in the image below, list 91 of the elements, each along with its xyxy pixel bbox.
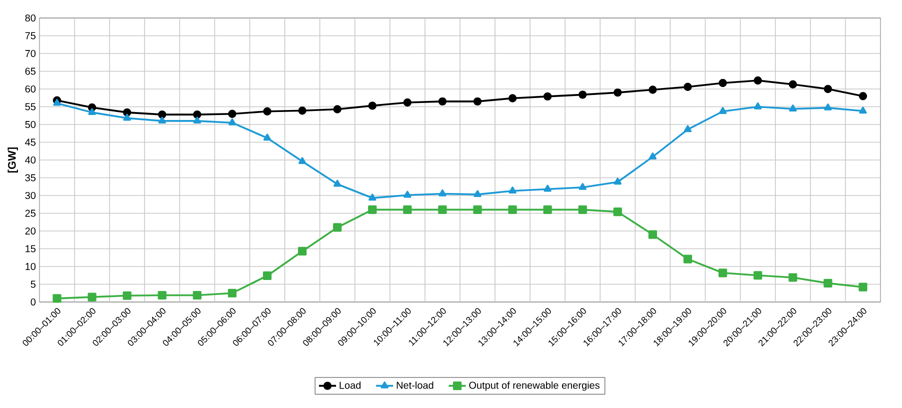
y-tick-label: 70 bbox=[25, 50, 36, 58]
point bbox=[403, 98, 412, 107]
point bbox=[438, 97, 447, 106]
point bbox=[508, 186, 516, 194]
point bbox=[192, 290, 202, 300]
point bbox=[88, 292, 96, 302]
point bbox=[474, 190, 482, 198]
point bbox=[578, 90, 587, 99]
point bbox=[228, 110, 236, 118]
point bbox=[824, 104, 832, 110]
point bbox=[754, 102, 762, 110]
point bbox=[614, 178, 622, 185]
point bbox=[333, 105, 342, 114]
point bbox=[333, 180, 342, 187]
point bbox=[754, 76, 762, 85]
point bbox=[858, 282, 868, 292]
point bbox=[333, 223, 342, 232]
point bbox=[614, 88, 622, 97]
point bbox=[859, 106, 867, 114]
point bbox=[368, 102, 376, 110]
y-axis-title: [GW] bbox=[8, 147, 18, 173]
point bbox=[263, 134, 272, 141]
point bbox=[158, 116, 166, 124]
point bbox=[613, 208, 622, 216]
point bbox=[404, 190, 412, 198]
legend-label: Output of renewable energies bbox=[469, 381, 600, 391]
point bbox=[858, 92, 868, 100]
y-tick-label: 40 bbox=[25, 156, 36, 164]
point bbox=[718, 78, 727, 88]
point bbox=[788, 80, 797, 88]
point bbox=[438, 205, 447, 214]
y-tick-label: 45 bbox=[25, 138, 36, 146]
point bbox=[298, 246, 307, 256]
point bbox=[684, 125, 692, 132]
point bbox=[158, 290, 166, 300]
y-tick-label: 20 bbox=[25, 227, 36, 235]
point bbox=[228, 118, 236, 126]
point bbox=[648, 152, 657, 160]
point bbox=[788, 273, 798, 282]
point bbox=[684, 82, 692, 91]
y-tick-label: 80 bbox=[25, 14, 36, 22]
point bbox=[228, 288, 237, 298]
point bbox=[824, 84, 832, 94]
point bbox=[648, 86, 657, 94]
point bbox=[544, 184, 552, 192]
point bbox=[298, 106, 306, 115]
point bbox=[789, 104, 797, 112]
point bbox=[122, 108, 132, 117]
point bbox=[263, 107, 272, 116]
point bbox=[683, 254, 692, 264]
point bbox=[648, 230, 658, 239]
point bbox=[508, 205, 517, 214]
y-tick-label: 10 bbox=[26, 262, 36, 270]
y-tick-label: 5 bbox=[30, 280, 36, 288]
point bbox=[543, 205, 552, 214]
point bbox=[193, 110, 202, 119]
y-tick-label: 75 bbox=[25, 32, 36, 40]
point bbox=[88, 108, 96, 116]
point bbox=[403, 205, 412, 214]
point bbox=[122, 291, 132, 300]
point bbox=[52, 294, 62, 303]
point bbox=[158, 110, 166, 119]
point bbox=[368, 205, 377, 214]
point bbox=[368, 194, 376, 201]
point bbox=[473, 97, 482, 106]
point bbox=[578, 205, 587, 214]
point bbox=[718, 268, 728, 278]
y-tick-label: 35 bbox=[25, 174, 36, 182]
point bbox=[508, 94, 517, 102]
y-tick-label: 50 bbox=[25, 120, 36, 128]
y-tick-label: 25 bbox=[25, 210, 36, 217]
point bbox=[193, 116, 202, 124]
point bbox=[438, 189, 446, 196]
point bbox=[473, 205, 482, 214]
point bbox=[824, 278, 832, 288]
y-tick-label: 30 bbox=[25, 192, 36, 200]
point bbox=[718, 107, 727, 114]
point bbox=[123, 114, 131, 121]
y-tick-label: 15 bbox=[26, 245, 36, 252]
point bbox=[298, 157, 306, 164]
point bbox=[262, 271, 272, 280]
point bbox=[543, 92, 552, 101]
y-tick-label: 0 bbox=[30, 298, 36, 306]
legend-label: Net-load bbox=[396, 381, 434, 389]
y-tick-label: 60 bbox=[25, 85, 36, 93]
y-tick-label: 65 bbox=[25, 68, 36, 75]
point bbox=[578, 183, 586, 190]
legend-label: Load bbox=[340, 381, 361, 389]
point bbox=[754, 271, 762, 280]
y-tick-label: 55 bbox=[25, 103, 36, 110]
point bbox=[53, 98, 61, 106]
